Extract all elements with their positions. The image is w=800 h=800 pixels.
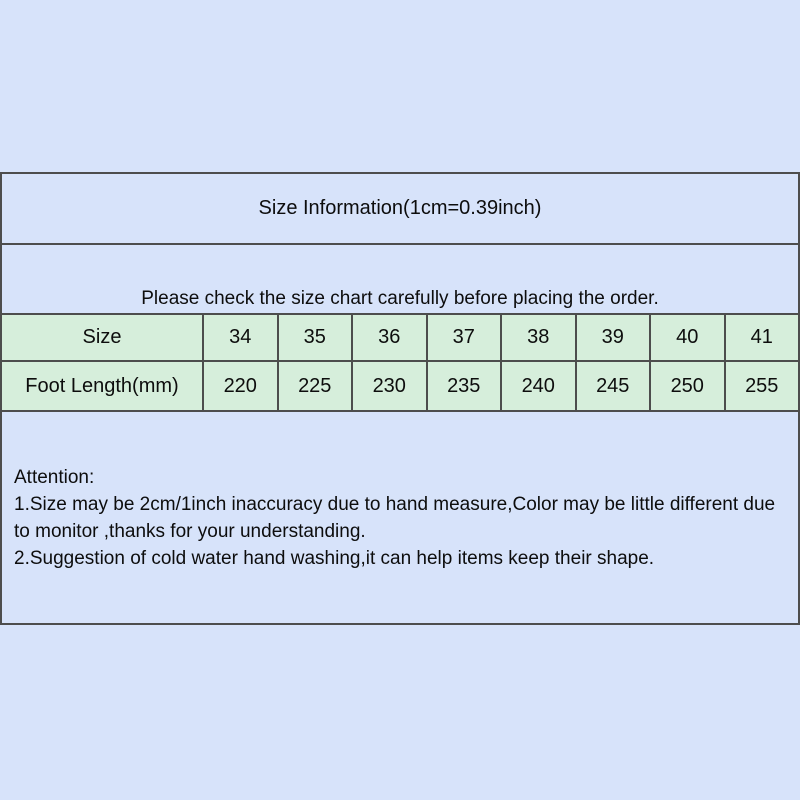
size-row: Size 34 35 36 37 38 39 40 41: [0, 313, 800, 362]
size-value-cell: 37: [425, 313, 502, 362]
foot-length-value-cell: 230: [351, 360, 428, 412]
attention-cell: Attention: 1.Size may be 2cm/1inch inacc…: [0, 410, 800, 625]
title-row: Size Information(1cm=0.39inch): [0, 172, 800, 245]
size-value-cell: 38: [500, 313, 577, 362]
foot-length-value-cell: 245: [574, 360, 651, 412]
size-value-cell: 39: [574, 313, 651, 362]
attention-item-1: 1.Size may be 2cm/1inch inaccuracy due t…: [14, 493, 776, 542]
foot-length-row-label: Foot Length(mm): [0, 360, 204, 412]
size-value-cell: 41: [723, 313, 800, 362]
size-chart-title: Size Information(1cm=0.39inch): [0, 172, 800, 245]
size-row-label: Size: [0, 313, 204, 362]
foot-length-row: Foot Length(mm) 220 225 230 235 240 245 …: [0, 360, 800, 412]
foot-length-value-cell: 225: [276, 360, 353, 412]
size-value-cell: 40: [649, 313, 726, 362]
size-chart-table: Size Information(1cm=0.39inch) Please ch…: [0, 172, 800, 625]
size-value-cell: 34: [202, 313, 279, 362]
foot-length-value-cell: 255: [723, 360, 800, 412]
note-row: Please check the size chart carefully be…: [0, 243, 800, 315]
size-chart-note: Please check the size chart carefully be…: [0, 243, 800, 315]
attention-heading: Attention:: [14, 466, 95, 488]
foot-length-value-cell: 240: [500, 360, 577, 412]
attention-row: Attention: 1.Size may be 2cm/1inch inacc…: [0, 410, 800, 625]
foot-length-value-cell: 250: [649, 360, 726, 412]
foot-length-value-cell: 220: [202, 360, 279, 412]
attention-item-2: 2.Suggestion of cold water hand washing,…: [14, 547, 655, 569]
foot-length-value-cell: 235: [425, 360, 502, 412]
size-value-cell: 36: [351, 313, 428, 362]
size-value-cell: 35: [276, 313, 353, 362]
